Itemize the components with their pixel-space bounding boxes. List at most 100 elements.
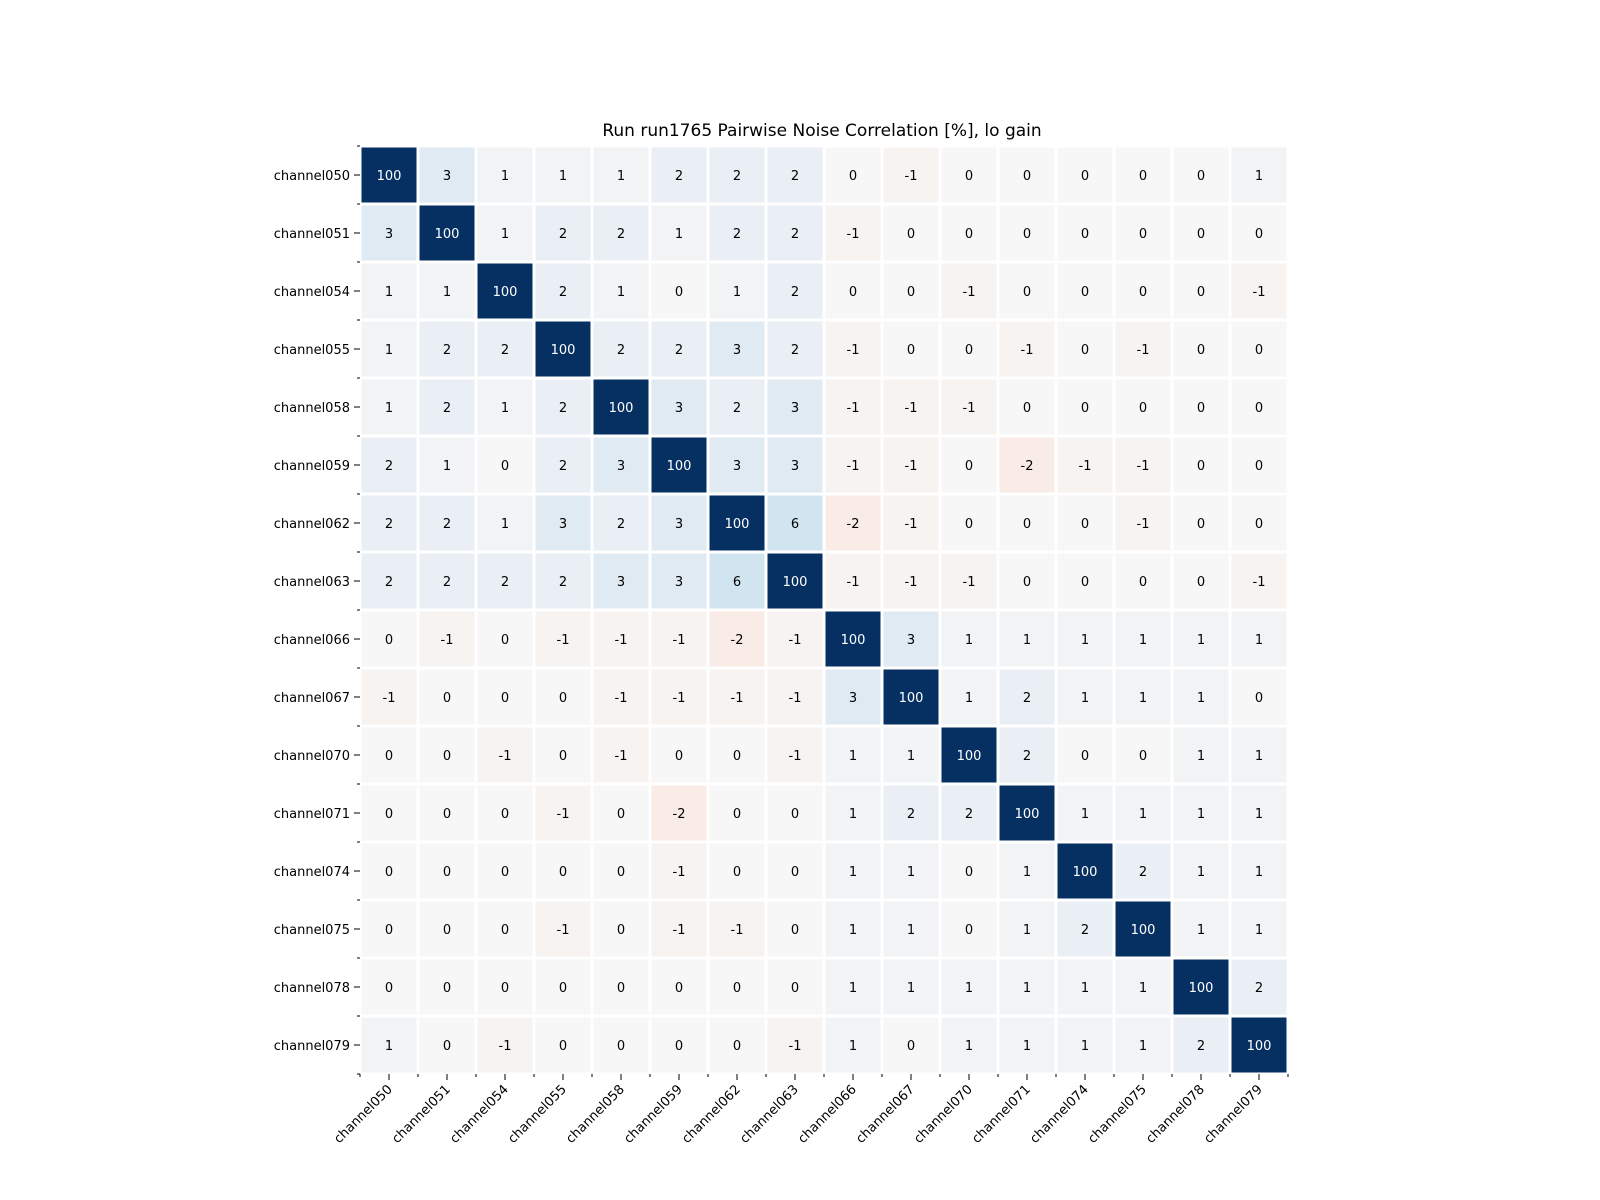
cell-value-label: 1 [1081, 1039, 1089, 1054]
heatmap-cell [593, 843, 649, 899]
y-tick-label: channel079 [274, 1039, 350, 1054]
heatmap-cell [361, 495, 417, 551]
cell-value-label: 1 [617, 169, 625, 184]
heatmap-cell [1115, 553, 1171, 609]
x-tick-label: channel059 [621, 1082, 686, 1147]
cell-value-label: 100 [1073, 865, 1098, 880]
cell-value-label: 0 [559, 691, 567, 706]
cell-value-label: 2 [559, 575, 567, 590]
cell-value-label: 0 [1255, 401, 1263, 416]
heatmap-cell [535, 727, 591, 783]
cell-value-label: 0 [907, 343, 915, 358]
heatmap-cell [1057, 669, 1113, 725]
heatmap-cell [593, 901, 649, 957]
cell-value-label: 1 [501, 169, 509, 184]
cell-value-label: 1 [849, 923, 857, 938]
heatmap-cell [419, 1017, 475, 1073]
heatmap-cell [1173, 1017, 1229, 1073]
cell-value-label: 6 [791, 517, 799, 532]
heatmap-cell [419, 147, 475, 203]
heatmap-cell [1231, 1017, 1287, 1073]
cell-value-label: 2 [617, 227, 625, 242]
heatmap-cell [825, 901, 881, 957]
cell-value-label: 0 [1197, 227, 1205, 242]
cell-value-label: 1 [675, 227, 683, 242]
heatmap-cell [361, 263, 417, 319]
heatmap-cell [477, 147, 533, 203]
cell-value-label: 100 [725, 517, 750, 532]
cell-value-label: -1 [499, 749, 512, 764]
cell-value-label: -1 [557, 633, 570, 648]
heatmap-cell [1173, 321, 1229, 377]
cell-value-label: 0 [443, 807, 451, 822]
cell-value-label: -2 [1021, 459, 1034, 474]
heatmap-cell [419, 553, 475, 609]
heatmap-cell [1057, 379, 1113, 435]
cell-value-label: -1 [615, 633, 628, 648]
cell-value-label: 2 [965, 807, 973, 822]
cell-value-label: 2 [617, 343, 625, 358]
cell-value-label: 0 [965, 227, 973, 242]
cell-value-label: 1 [1081, 807, 1089, 822]
cell-value-label: 0 [501, 923, 509, 938]
heatmap-cell [941, 727, 997, 783]
cell-value-label: 1 [1023, 1039, 1031, 1054]
cell-value-label: 0 [501, 865, 509, 880]
cell-value-label: 3 [791, 401, 799, 416]
cell-value-label: 2 [385, 575, 393, 590]
heatmap-cell [999, 901, 1055, 957]
cell-value-label: -1 [557, 807, 570, 822]
heatmap-cell [941, 669, 997, 725]
heatmap-cell [883, 785, 939, 841]
cell-value-label: 1 [907, 865, 915, 880]
cell-value-label: 100 [551, 343, 576, 358]
cell-value-label: -1 [789, 633, 802, 648]
cell-value-label: -1 [847, 575, 860, 590]
cell-value-label: 0 [1081, 517, 1089, 532]
heatmap-cell [477, 669, 533, 725]
heatmap-cell [651, 147, 707, 203]
heatmap-cell [419, 727, 475, 783]
cell-value-label: -1 [847, 459, 860, 474]
heatmap-cell [767, 727, 823, 783]
cell-value-label: 0 [617, 1039, 625, 1054]
heatmap-cell [999, 379, 1055, 435]
cell-value-label: 0 [501, 633, 509, 648]
heatmap-cell [477, 843, 533, 899]
heatmap-cell [1115, 843, 1171, 899]
heatmap-cell [419, 437, 475, 493]
cell-value-label: 1 [1255, 633, 1263, 648]
heatmap-cell [477, 901, 533, 957]
heatmap-cell [1057, 611, 1113, 667]
heatmap-cell [1057, 843, 1113, 899]
heatmap-cell [1173, 901, 1229, 957]
heatmap-cell [535, 437, 591, 493]
cell-value-label: 0 [1139, 285, 1147, 300]
heatmap-cell [651, 785, 707, 841]
cell-value-label: 2 [1023, 691, 1031, 706]
heatmap-cell [1173, 263, 1229, 319]
heatmap-cell [535, 553, 591, 609]
heatmap-cell [767, 437, 823, 493]
cell-value-label: 2 [733, 169, 741, 184]
heatmap-cell [767, 1017, 823, 1073]
cell-value-label: 1 [1197, 633, 1205, 648]
cell-value-label: 2 [617, 517, 625, 532]
cell-value-label: 1 [443, 459, 451, 474]
cell-value-label: 0 [443, 749, 451, 764]
x-tick-label: channel051 [389, 1082, 454, 1147]
heatmap-cell [1115, 785, 1171, 841]
heatmap-cell [1231, 727, 1287, 783]
x-tick-label: channel050 [331, 1082, 396, 1147]
heatmap-cell [941, 263, 997, 319]
heatmap-cell [709, 843, 765, 899]
heatmap-cell [593, 727, 649, 783]
heatmap-cell [477, 205, 533, 261]
cell-value-label: 0 [791, 807, 799, 822]
cell-value-label: 0 [1081, 401, 1089, 416]
cell-value-label: -1 [905, 575, 918, 590]
cell-value-label: 3 [443, 169, 451, 184]
heatmap-cell [709, 901, 765, 957]
heatmap-cell [535, 1017, 591, 1073]
heatmap-cell [1057, 205, 1113, 261]
